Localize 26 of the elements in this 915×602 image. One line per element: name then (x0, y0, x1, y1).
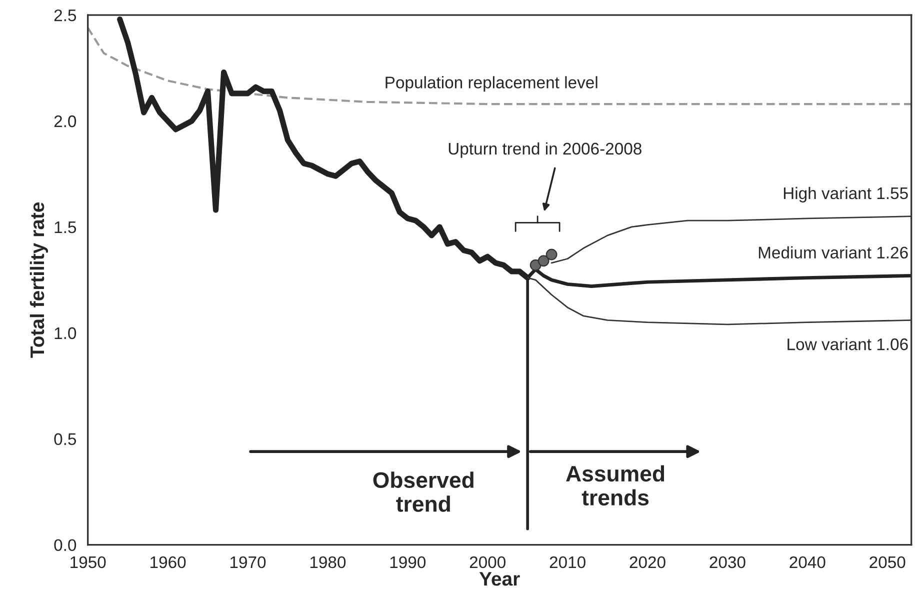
x-tick-label: 1970 (230, 556, 266, 568)
y-tick-label: 2.5 (54, 9, 76, 22)
x-tick-label: 2030 (710, 556, 746, 568)
x-tick-label: 2000 (470, 556, 506, 568)
y-tick-label: 1.5 (54, 222, 76, 234)
y-tick-label: 0.5 (54, 433, 76, 446)
x-tick-label: 1990 (390, 556, 426, 568)
y-tick-label: 1.0 (54, 327, 76, 340)
annotation: Population replacement level (386, 76, 598, 92)
x-tick-label: 1950 (70, 556, 106, 568)
x-tick-label: 2020 (630, 556, 666, 568)
y-tick-label: 2.0 (54, 115, 76, 128)
annotation: Observed trend (373, 472, 474, 512)
annotation: Low variant 1.06 (788, 338, 908, 350)
annotation: Upturn trend in 2006-2008 (448, 142, 642, 158)
x-tick-label: 1960 (150, 556, 186, 568)
y-tick-label: 0.0 (54, 539, 76, 552)
annotation: High variant 1.55 (784, 186, 908, 202)
x-tick-label: 1980 (310, 556, 346, 568)
x-axis-title: Year (479, 572, 520, 586)
x-tick-label: 2050 (870, 556, 906, 568)
annotation: Assumed trends (566, 465, 664, 506)
x-tick-label: 2010 (550, 556, 586, 568)
x-tick-label: 2040 (790, 556, 826, 568)
annotation: Medium variant 1.26 (758, 246, 908, 259)
y-axis-title: Total fertility rate (30, 202, 48, 358)
